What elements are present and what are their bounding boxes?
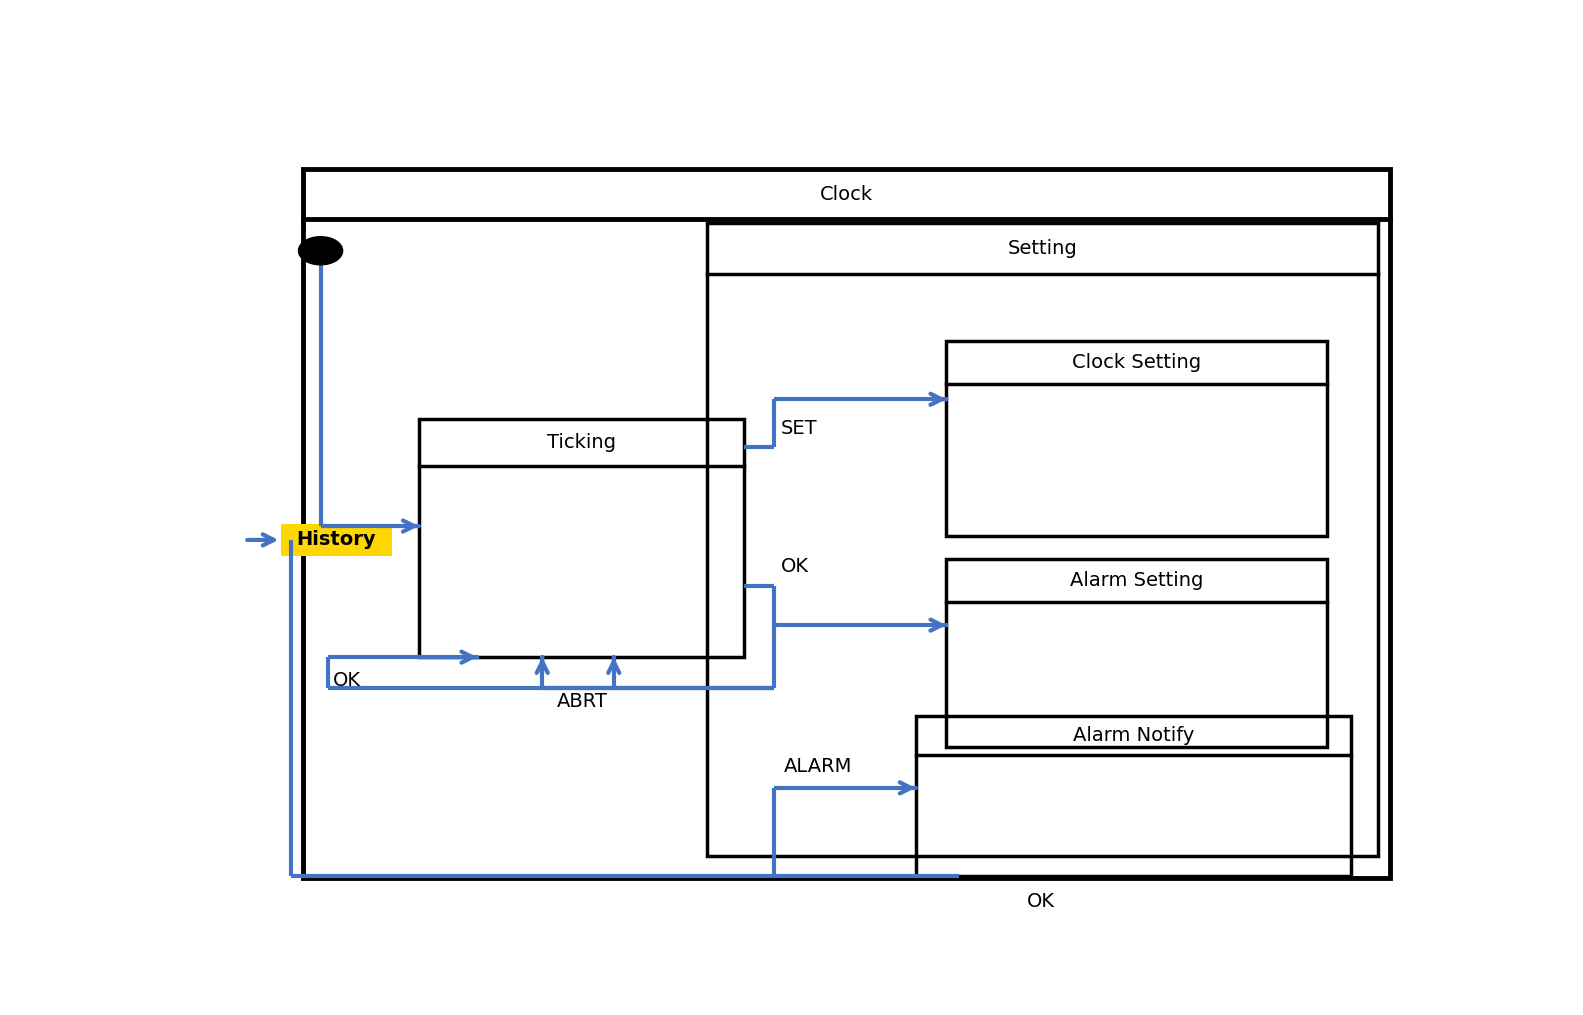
Bar xyxy=(708,223,1379,857)
Bar xyxy=(947,341,1327,536)
Bar xyxy=(282,525,391,555)
Text: ABRT: ABRT xyxy=(557,692,608,712)
Text: Alarm Notify: Alarm Notify xyxy=(1073,726,1194,745)
Bar xyxy=(947,559,1327,747)
Text: Alarm Setting: Alarm Setting xyxy=(1070,571,1203,591)
Text: Clock: Clock xyxy=(820,185,874,204)
Bar xyxy=(915,716,1350,876)
Text: OK: OK xyxy=(332,671,361,690)
Text: OK: OK xyxy=(1027,891,1054,910)
Text: SET: SET xyxy=(780,419,817,438)
Bar xyxy=(418,419,744,657)
Text: ALARM: ALARM xyxy=(784,757,853,776)
Text: OK: OK xyxy=(780,557,809,577)
Text: History: History xyxy=(296,531,377,549)
Text: Setting: Setting xyxy=(1008,240,1078,258)
Text: Ticking: Ticking xyxy=(546,432,616,452)
Circle shape xyxy=(299,236,342,265)
Text: Clock Setting: Clock Setting xyxy=(1072,352,1201,371)
Bar xyxy=(304,168,1390,878)
